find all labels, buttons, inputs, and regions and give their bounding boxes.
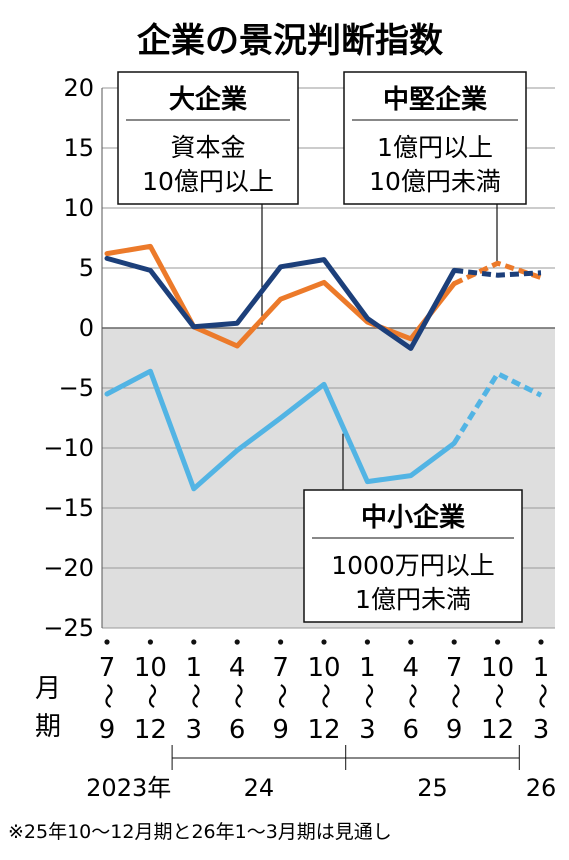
series-forecast-line-1 — [453, 267, 542, 278]
y-tick-label: 20 — [63, 74, 94, 102]
series-line-2 — [104, 243, 457, 349]
x-tick-start: 10 — [481, 653, 514, 683]
y-tick-label: −15 — [43, 494, 94, 522]
x-tick-end: 9 — [446, 715, 463, 745]
x-tick-sep: 〜 — [266, 683, 296, 709]
y-tick-label: −5 — [59, 374, 94, 402]
x-tick-dot — [538, 639, 544, 645]
x-tick-end: 12 — [307, 715, 340, 745]
y-tick-label: −25 — [43, 614, 94, 642]
x-tick-sep: 〜 — [135, 683, 165, 709]
x-tick-start: 10 — [134, 653, 167, 683]
x-axis: 7〜910〜121〜34〜67〜910〜121〜34〜67〜910〜121〜32… — [86, 639, 556, 802]
x-tick-sep: 〜 — [309, 683, 339, 709]
axis-side-label-period: 期 — [35, 712, 61, 742]
x-tick-sep: 〜 — [179, 683, 209, 709]
year-label: 24 — [244, 774, 275, 802]
series-forecast-line-3 — [452, 371, 543, 445]
y-tick-label: 0 — [79, 314, 94, 342]
legend-mid-line-1: 1億円以上 — [377, 133, 493, 162]
x-tick-sep: 〜 — [92, 683, 122, 709]
x-tick-end: 12 — [481, 715, 514, 745]
x-tick-dot — [495, 639, 501, 645]
x-tick-sep: 〜 — [483, 683, 513, 709]
legend-large-line-1: 資本金 — [170, 133, 245, 162]
x-tick-start: 1 — [186, 653, 203, 683]
x-tick-end: 3 — [533, 715, 550, 745]
legend-small-head: 中小企業 — [361, 502, 465, 533]
x-tick-dot — [191, 639, 197, 645]
y-tick-label: −10 — [43, 434, 94, 462]
legend-large-line-2: 10億円以上 — [142, 167, 274, 196]
x-tick-end: 3 — [359, 715, 376, 745]
legend-small-line-1: 1000万円以上 — [331, 551, 495, 580]
year-label: 25 — [417, 774, 448, 802]
series-line-1 — [104, 255, 457, 351]
x-tick-sep: 〜 — [352, 683, 382, 709]
x-tick-end: 3 — [186, 715, 203, 745]
legend-mid-line-2: 10億円未満 — [369, 167, 501, 196]
y-tick-label: 10 — [63, 194, 94, 222]
legend-box-small: 中小企業 1000万円以上 1億円未満 — [303, 489, 523, 623]
year-label: 2023年 — [86, 774, 171, 802]
legend-small-line-2: 1億円未満 — [355, 585, 471, 614]
x-tick-sep: 〜 — [396, 683, 426, 709]
x-tick-start: 4 — [403, 653, 420, 683]
axis-side-label-month: 月 — [35, 674, 61, 704]
chart-title: 企業の景況判断指数 — [137, 21, 443, 61]
leader-lines — [261, 204, 498, 490]
x-tick-start: 1 — [533, 653, 550, 683]
x-tick-end: 9 — [272, 715, 289, 745]
legend-mid-head: 中堅企業 — [383, 84, 487, 115]
legend-large-head: 大企業 — [169, 84, 247, 115]
x-tick-start: 7 — [272, 653, 289, 683]
y-tick-label: 5 — [79, 254, 94, 282]
x-tick-dot — [147, 639, 153, 645]
y-tick-label: 15 — [63, 134, 94, 162]
y-tick-label: −20 — [43, 554, 94, 582]
x-tick-sep: 〜 — [222, 683, 252, 709]
x-tick-dot — [451, 639, 457, 645]
x-tick-end: 9 — [99, 715, 116, 745]
legend-box-large: 大企業 資本金 10億円以上 — [117, 71, 299, 205]
series-lines — [104, 243, 543, 492]
x-tick-dot — [408, 639, 414, 645]
x-tick-start: 4 — [229, 653, 246, 683]
x-tick-sep: 〜 — [439, 683, 469, 709]
x-tick-start: 7 — [446, 653, 463, 683]
x-tick-dot — [364, 639, 370, 645]
series-line-3 — [104, 368, 457, 492]
x-tick-sep: 〜 — [526, 683, 556, 709]
year-label: 26 — [526, 774, 557, 802]
x-tick-start: 1 — [359, 653, 376, 683]
footnote: ※25年10〜12月期と26年1〜3月期は見通し — [8, 821, 392, 843]
x-tick-dot — [234, 639, 240, 645]
x-tick-dot — [321, 639, 327, 645]
x-tick-dot — [278, 639, 284, 645]
x-tick-dot — [104, 639, 110, 645]
x-tick-end: 12 — [134, 715, 167, 745]
x-tick-start: 7 — [99, 653, 116, 683]
y-axis-ticks: 20 15 10 5 0 −5 −10 −15 −20 −25 — [43, 74, 94, 642]
x-tick-start: 10 — [307, 653, 340, 683]
legend-box-mid: 中堅企業 1億円以上 10億円未満 — [343, 71, 527, 205]
x-tick-end: 6 — [229, 715, 246, 745]
x-tick-end: 6 — [403, 715, 420, 745]
